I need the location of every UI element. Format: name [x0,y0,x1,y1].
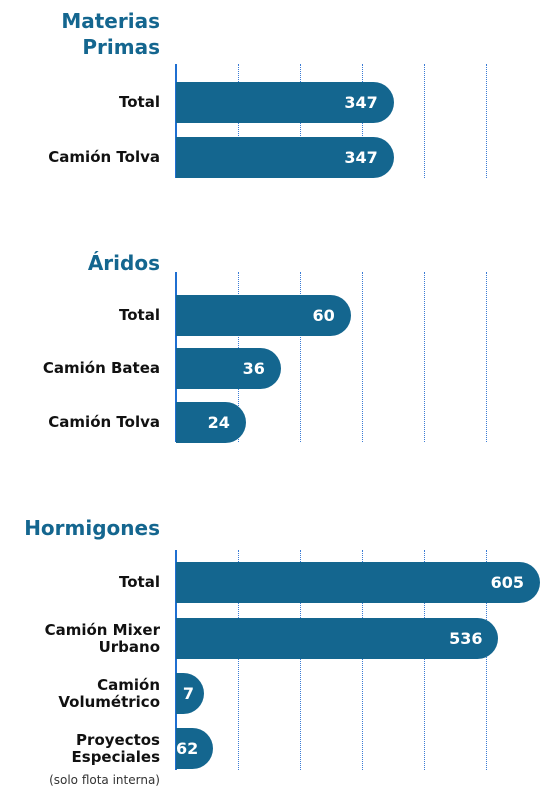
category-label: Camión Tolva [48,148,160,166]
category-label: Proyectos Especiales [71,730,160,766]
grid-line [424,272,425,442]
grid-line [362,550,363,770]
grid-line [486,64,487,178]
value-label: 60 [312,306,335,325]
value-label: 347 [344,148,378,167]
panel-title: Áridos [87,251,160,275]
value-label: 536 [449,629,483,648]
bar [176,295,351,336]
annotation: (solo flota interna) [49,773,160,787]
category-label: Camión Volumétrico [58,675,160,711]
grid-line [424,550,425,770]
category-label: Camión Tolva [48,413,160,431]
category-label: Camión Mixer Urbano [44,620,160,656]
panel-title: Hormigones [24,516,160,540]
value-label: 36 [242,359,265,378]
grid-line [486,272,487,442]
category-label: Total [119,306,160,324]
value-label: 347 [344,93,378,112]
bar [176,82,394,123]
grid-line [424,64,425,178]
bar [176,562,540,603]
grid-line [362,272,363,442]
bar [176,618,499,659]
bar [176,728,214,769]
bar [176,137,394,178]
category-label: Camión Batea [42,359,160,377]
grid-line [238,550,239,770]
panel-title: Materias Primas [61,9,160,59]
grid-line [486,550,487,770]
grid-line [300,272,301,442]
bar [176,402,246,443]
axis-line [175,550,177,770]
category-label: Total [119,93,160,111]
value-label: 62 [176,739,199,758]
value-label: 24 [207,413,230,432]
bar [176,348,281,389]
value-label: 7 [182,684,194,703]
category-label: Total [119,573,160,591]
grid-line [300,550,301,770]
value-label: 605 [490,573,524,592]
